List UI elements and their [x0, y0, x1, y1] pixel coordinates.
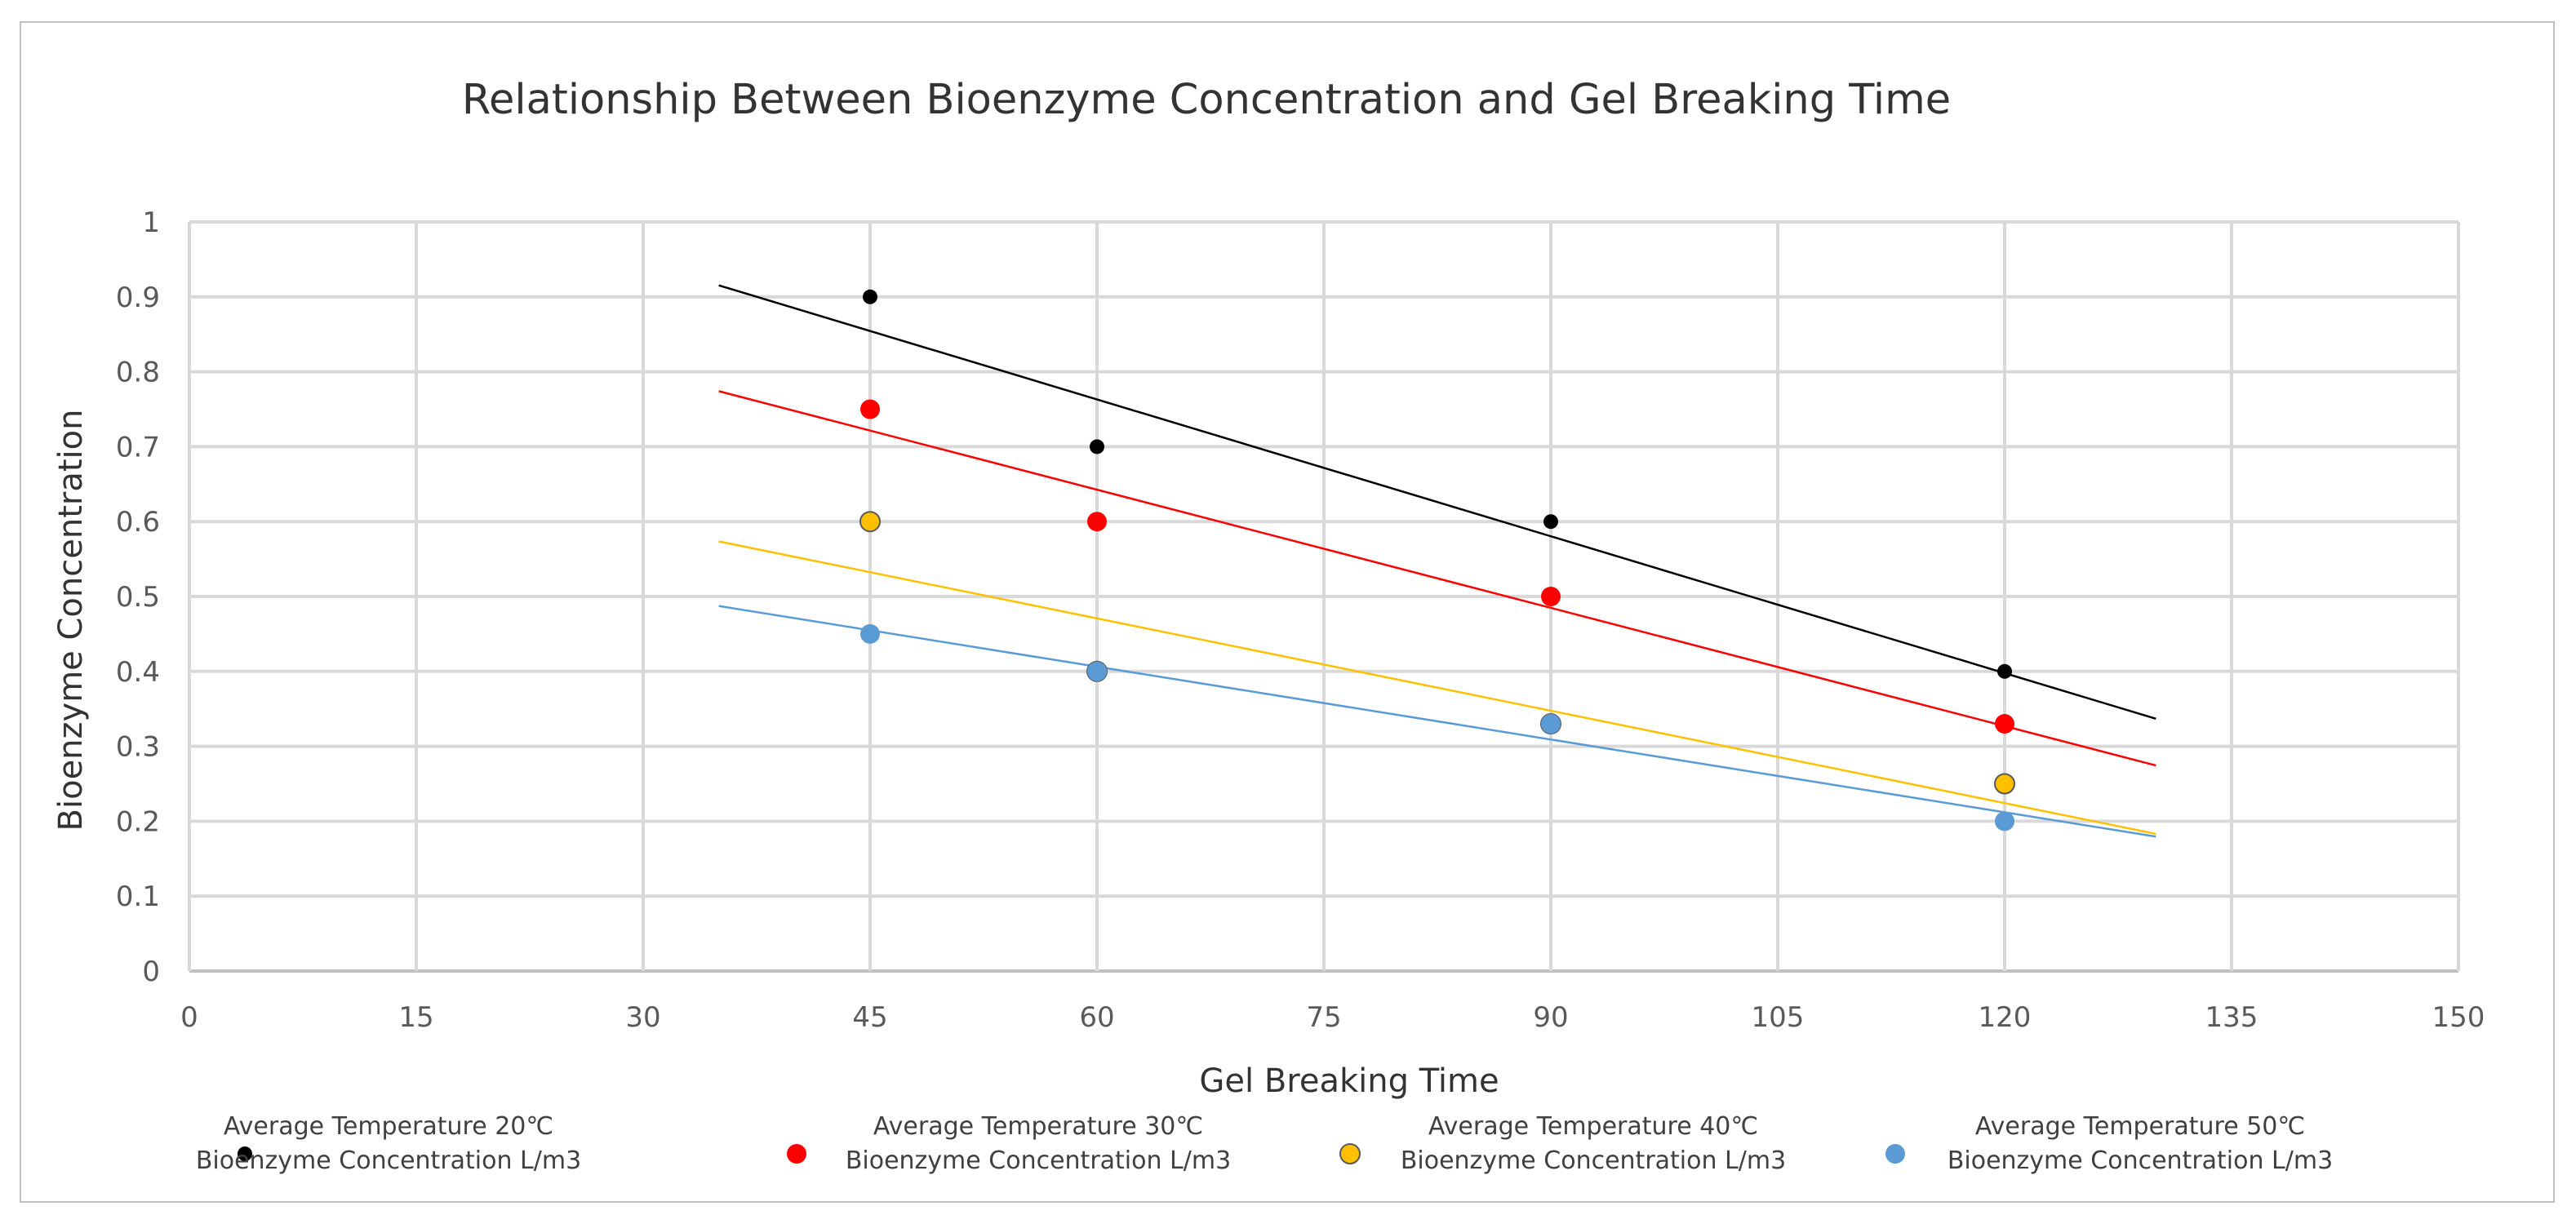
- data-point: [1087, 661, 1107, 681]
- x-axis-title: Gel Breaking Time: [1199, 1062, 1499, 1100]
- legend-marker: [1885, 1144, 1905, 1164]
- x-tick-label: 45: [852, 1001, 887, 1034]
- data-point: [1543, 514, 1558, 530]
- tick-labels: 0 15 30 45 60 75 90 105 120 135 150 0 0.1 0.2 0.3 0.4 0.…: [116, 206, 2485, 1034]
- data-point: [1995, 811, 2014, 832]
- chart-svg: Relationship Between Bioenzyme Concentra…: [52, 76, 2485, 1175]
- x-tick-label: 120: [1979, 1001, 2032, 1034]
- x-tick-label: 15: [398, 1001, 433, 1034]
- y-tick-label: 0.8: [116, 357, 160, 389]
- y-tick-label: 0.9: [116, 282, 160, 314]
- y-tick-label: 0.7: [116, 431, 160, 463]
- legend-marker: [787, 1144, 806, 1164]
- trendlines: [718, 284, 2156, 838]
- x-tick-label: 60: [1079, 1001, 1114, 1034]
- legend-label: Average Temperature 20℃: [224, 1112, 553, 1141]
- y-tick-label: 1: [142, 206, 160, 239]
- legend-label: Bioenzyme Concentration L/m3: [846, 1146, 1231, 1175]
- data-point: [860, 623, 880, 644]
- trendline: [718, 284, 2156, 721]
- data-point: [1997, 663, 2012, 679]
- data-point: [860, 399, 880, 419]
- y-tick-label: 0.3: [116, 731, 160, 764]
- data-point: [1994, 773, 2015, 795]
- x-tick-label: 90: [1533, 1001, 1568, 1034]
- legend: Average Temperature 20℃ Bioenzyme Concent…: [196, 1112, 2333, 1175]
- x-tick-label: 105: [1752, 1001, 1805, 1034]
- data-point: [1541, 714, 1561, 734]
- y-tick-label: 0.6: [116, 506, 160, 539]
- data-point: [1995, 714, 2014, 734]
- data-point: [863, 289, 877, 304]
- data-point: [859, 511, 881, 533]
- x-tick-label: 0: [180, 1001, 198, 1034]
- trendline: [718, 540, 2156, 836]
- legend-marker: [1339, 1143, 1361, 1164]
- legend-label: Bioenzyme Concentration L/m3: [1948, 1146, 2333, 1175]
- legend-marker: [238, 1146, 252, 1161]
- grid: [188, 220, 2460, 973]
- y-tick-label: 0.5: [116, 581, 160, 614]
- trendline: [718, 605, 2156, 838]
- data-points: [859, 289, 2015, 832]
- legend-label: Bioenzyme Concentration L/m3: [196, 1146, 581, 1175]
- legend-label: Average Temperature 50℃: [1975, 1112, 2305, 1141]
- chart-title: Relationship Between Bioenzyme Concentra…: [462, 76, 1951, 124]
- y-tick-label: 0: [142, 956, 160, 988]
- y-tick-label: 0.1: [116, 880, 160, 913]
- trendline: [718, 390, 2156, 767]
- legend-label: Average Temperature 30℃: [873, 1112, 1203, 1141]
- x-tick-label: 30: [625, 1001, 660, 1034]
- y-axis-title: Bioenzyme Concentration: [52, 410, 90, 832]
- x-tick-label: 150: [2432, 1001, 2485, 1034]
- legend-label: Bioenzyme Concentration L/m3: [1401, 1146, 1786, 1175]
- y-tick-label: 0.4: [116, 656, 160, 689]
- y-tick-label: 0.2: [116, 805, 160, 838]
- data-point: [1087, 512, 1107, 532]
- legend-label: Average Temperature 40℃: [1428, 1112, 1758, 1141]
- chart-frame: Relationship Between Bioenzyme Concentra…: [20, 21, 2555, 1203]
- data-point: [1541, 587, 1561, 606]
- x-tick-label: 135: [2205, 1001, 2258, 1034]
- data-point: [1090, 439, 1104, 455]
- x-tick-label: 75: [1306, 1001, 1341, 1034]
